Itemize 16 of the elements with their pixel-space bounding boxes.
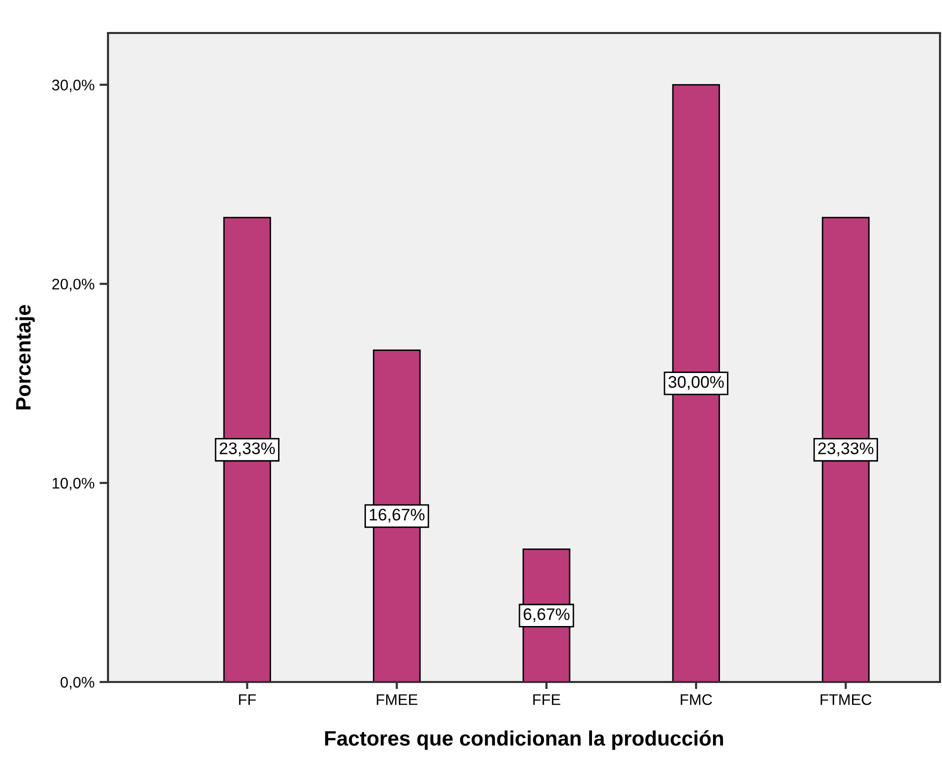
y-axis-title: Porcentaje	[15, 304, 35, 410]
y-tick-label: 20,0%	[52, 278, 94, 292]
y-tick-label: 0,0%	[60, 676, 94, 690]
x-axis-title: Factores que condicionan la producción	[325, 730, 723, 750]
x-tick-label: FTMEC	[820, 694, 872, 706]
data-label: 16,67%	[370, 508, 424, 523]
data-label: 30,00%	[668, 376, 724, 390]
data-label: 23,33%	[818, 442, 874, 456]
x-tick-label: FMC	[680, 694, 712, 706]
data-label: 6,67%	[524, 608, 570, 622]
x-tick-label: FF	[239, 694, 256, 705]
y-tick-label: 30,0%	[52, 80, 94, 92]
x-tick-label: FMEE	[376, 694, 418, 705]
y-tick-label: 10,0%	[52, 478, 94, 490]
x-tick-label: FFE	[533, 694, 560, 705]
data-label: 23,33%	[220, 442, 275, 456]
